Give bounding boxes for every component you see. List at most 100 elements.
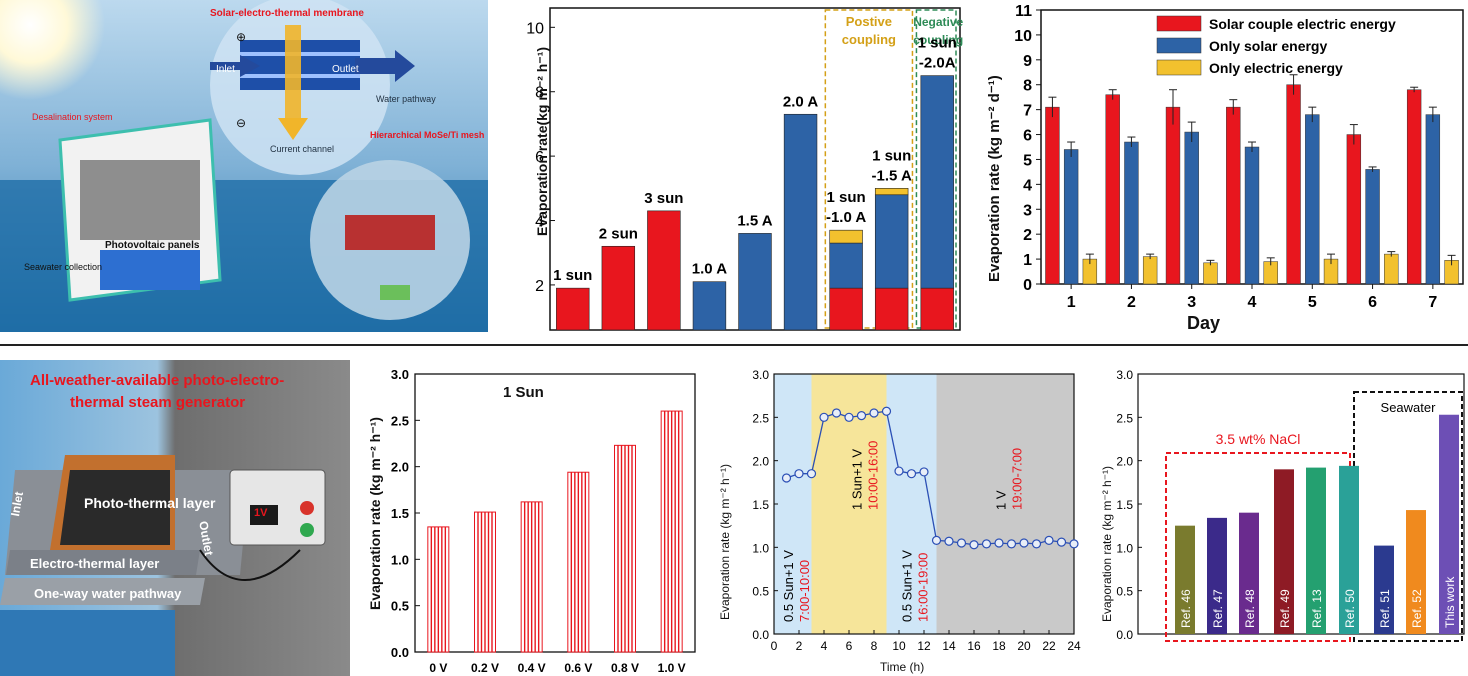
chart4-ylabel: Evaporation rate (kg m⁻² h⁻¹) [718,463,732,620]
water-pathway-label: Water pathway [376,94,436,104]
chart1-bar-segment [829,229,863,244]
chart1-bar-segment [920,75,954,289]
chart4-region-time: 19:00-7:00 [1009,448,1024,510]
chart4-point [806,469,817,479]
chart1-bar-segment [692,281,727,331]
chart3-svg: 0.0 0.5 1.0 1.5 2.0 2.5 3.0 0 V 0.2 V 0.4 V 0.6 V 0… [391,367,696,675]
chart4-point [1031,539,1042,549]
chart3-title: 1 Sun [503,384,544,401]
chart4-xtick-label: 22 [1042,639,1056,653]
chart5-ytick-label: 1.5 [1116,498,1133,512]
chart2-ytick-label: 8 [1023,78,1032,95]
chart2-xtick-label: 6 [1368,294,1377,311]
chart4-point [781,473,792,483]
desalination-label: Desalination system [32,112,113,122]
chart4-point [919,467,929,477]
chart2-ytick-label: 1 [1023,252,1032,269]
chart4-xtick-label: 0 [771,639,778,653]
chart4-point [869,408,879,418]
plus-icon: ⊕ [236,30,247,44]
chart1-bar-label: 2.0 A [783,93,818,110]
chart4-ytick-label: 0.5 [752,585,769,599]
chart4-region-band [936,374,1074,634]
chart3-xtick-label: 0.4 V [518,661,546,675]
chart2-bar [1063,149,1079,285]
chart5-bar [1374,545,1394,634]
chart5-bar-label: Ref. 47 [1211,589,1225,628]
chart4-xlabel: Time (h) [880,660,925,674]
chart2-legend-label: Only solar energy [1209,38,1327,54]
chart5-bar [1239,512,1259,634]
chart4-region-label: 1 Sun+1 V [850,449,865,510]
seawater-collection-label: Seawater collection [24,262,103,272]
chart2-bar [1425,114,1441,285]
chart4-point [894,466,904,476]
chart1-bar-label: 3 sun [644,190,683,207]
chart1-ylabel: Evaporation rate(kg m⁻² h⁻¹) [534,46,550,236]
chart4-xtick-label: 2 [796,639,803,653]
chart2-legend-label: Only electric energy [1209,60,1343,76]
chart5-bar [1175,525,1195,634]
chart4-region-band [774,374,812,634]
chart2-ylabel: Evaporation rate (kg m⁻² d⁻¹) [986,75,1003,282]
chart2-bar [1346,134,1362,285]
chart2-ytick-label: 10 [1014,28,1032,45]
green-button-icon [300,523,314,537]
bottom-illustration-art [0,360,350,676]
chart1-ytick-label: 2 [535,278,544,295]
chart1-bar-segment [829,287,863,331]
membrane-title: Solar-electro-thermal membrane [210,8,364,19]
chart4-point [931,535,942,545]
chart5-bar-label: Ref. 48 [1243,589,1257,628]
chart1-negative-label-2: coupling [913,33,963,47]
chart1-ytick-label: 6 [535,149,544,166]
chart4-ytick-label: 2.0 [752,455,769,469]
chart1-bar-label: -1.5 A [872,167,912,184]
chart4-point [906,469,917,479]
chart4-region-label: 1 V [993,490,1008,510]
chart2-xtick-label: 3 [1187,294,1196,311]
chart5-ytick-label: 3.0 [1116,368,1133,382]
chart2-bar [1142,256,1158,285]
chart1-ytick-label: 4 [535,214,544,231]
photo-layer-label: Photo-thermal layer [84,495,216,511]
chart1-bar-label: 1 sun [553,267,592,284]
chart4-ytick-label: 1.5 [752,498,769,512]
chart4-point [944,536,954,546]
chart3-xtick-label: 1.0 V [658,661,686,675]
chart4-point [794,469,804,479]
chart4-panel: 0.0 0.5 1.0 1.5 2.0 2.5 3.0 0 2 4 6 8 10 12 14 16 18 20 22… [712,360,1092,676]
chart1-positive-box [824,9,914,329]
chart4-svg: 0.00.51.01.52.02.53.00 2 4 6 8 10 12 14 16 18 20 22… [752,368,1081,653]
top-illustration: Solar-electro-thermal membrane Inlet Out… [0,0,488,332]
chart5-bar [1339,465,1359,634]
chart2-ytick-label: 6 [1023,128,1032,145]
chart2-bar [1124,141,1139,285]
mesh-label: Hierarchical MoSe/Ti mesh [370,130,485,140]
chart4-ytick-label: 3.0 [752,368,769,382]
chart1-ytick-label: 10 [526,20,544,37]
chart4-xtick-label: 6 [846,639,853,653]
chart5-bar-label: Ref. 46 [1179,589,1193,628]
minus-icon: ⊖ [236,116,247,130]
chart1-bar-segment [874,194,909,289]
chart4-point [831,408,842,418]
chart3-xtick-label: 0.8 V [611,661,639,675]
chart2-xtick-label: 7 [1428,294,1437,311]
chart1-negative-label-1: Negative [913,15,963,29]
chart4-xtick-label: 4 [821,639,828,653]
chart1-bar-segment [601,245,636,331]
chart2-legend-swatch [1156,37,1202,54]
chart2-xtick-label: 4 [1248,294,1257,311]
chart2-bar [1286,84,1301,285]
chart5-bar [1439,414,1459,634]
electro-layer-label: Electro-thermal layer [30,556,160,571]
chart2-legend-swatch [1156,59,1202,76]
chart4-xtick-label: 24 [1067,639,1081,653]
chart2-ytick-label: 11 [1015,3,1032,20]
meter-display: 1V [254,507,268,519]
chart4-point [844,412,854,422]
chart1-bar-segment [874,287,909,331]
